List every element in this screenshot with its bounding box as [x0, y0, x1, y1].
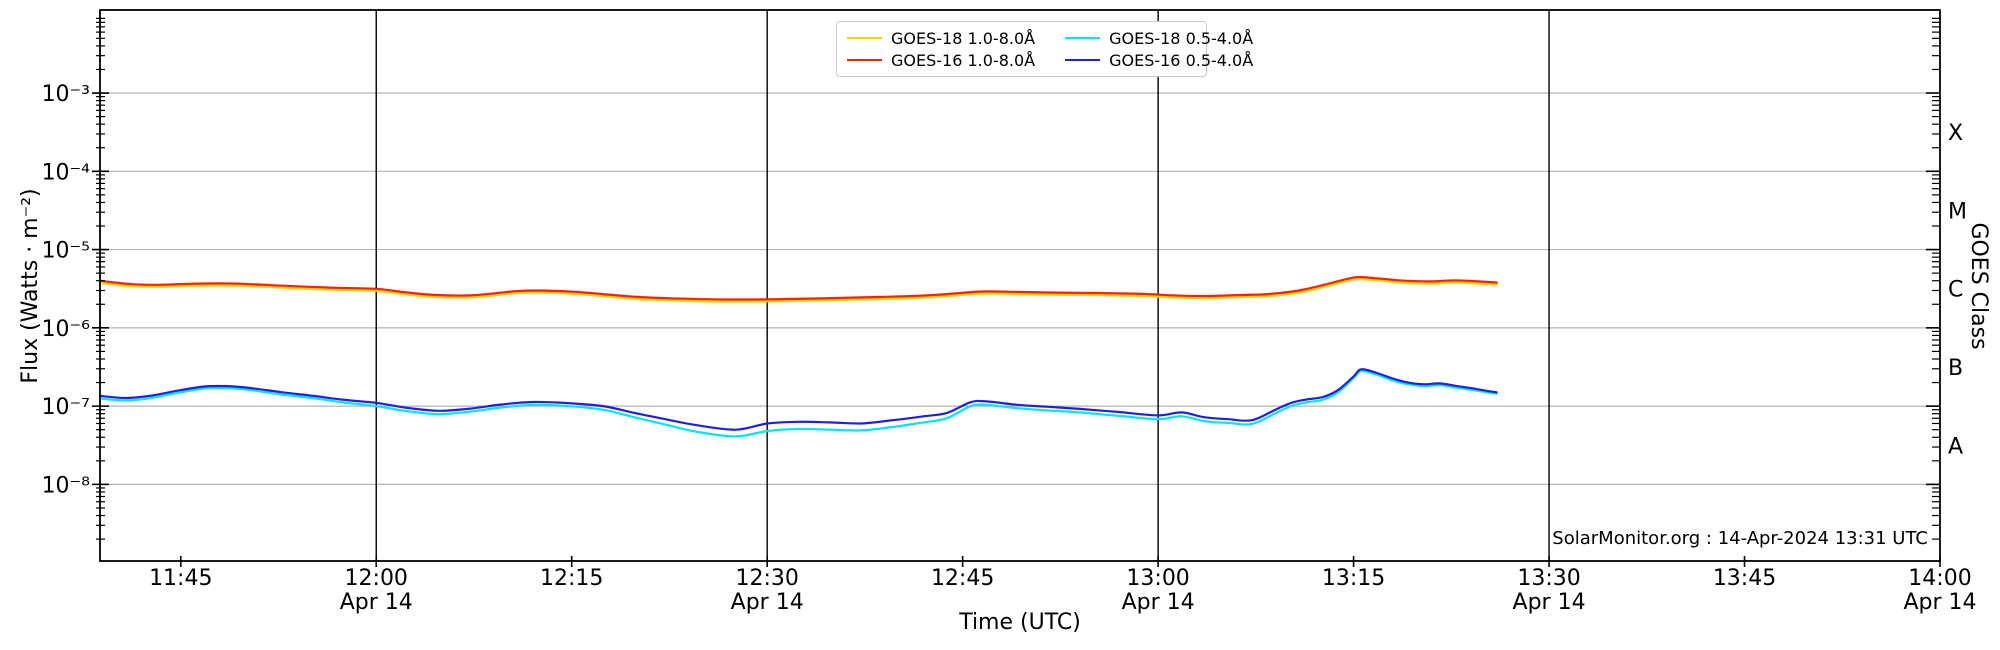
x-tick-label: 13:30	[1517, 566, 1580, 591]
x-tick-label: 13:15	[1322, 566, 1385, 591]
x-tick-sublabel: Apr 14	[1513, 590, 1586, 615]
x-tick-label: 13:00	[1126, 566, 1189, 591]
goes-class-letter: B	[1948, 356, 1963, 381]
x-tick-label: 12:45	[931, 566, 994, 591]
goes-class-letter: C	[1948, 278, 1963, 303]
legend-item: GOES-18 0.5-4.0Å	[1065, 28, 1253, 48]
y-tick-label: 10⁻³	[42, 82, 90, 107]
legend-item: GOES-16 0.5-4.0Å	[1065, 50, 1253, 70]
source-annotation: SolarMonitor.org : 14-Apr-2024 13:31 UTC	[1552, 528, 1928, 549]
plot-border	[99, 9, 1941, 562]
y-tick-label: 10⁻⁴	[42, 160, 91, 185]
x-tick-sublabel: Apr 14	[1903, 590, 1976, 615]
x-tick-sublabel: Apr 14	[340, 590, 413, 615]
legend-line-sample-goes16-short	[1065, 59, 1101, 61]
y-tick-label: 10⁻⁶	[42, 317, 91, 342]
legend-line-sample-goes18-long	[847, 37, 882, 39]
legend-label: GOES-16 1.0-8.0Å	[891, 50, 1036, 70]
series-line-goes-16-0-5-4-0-	[99, 368, 1498, 431]
goes-class-letter: M	[1948, 199, 1967, 224]
legend-line-sample-goes18-short	[1065, 37, 1101, 39]
series-line-goes-16-1-0-8-0-	[99, 275, 1498, 301]
legend-item: GOES-18 1.0-8.0Å	[847, 28, 1035, 48]
x-tick-label: 14:00	[1908, 566, 1971, 591]
x-tick-label: 12:00	[345, 566, 408, 591]
x-tick-sublabel: Apr 14	[731, 590, 804, 615]
y-tick-label: 10⁻⁵	[42, 239, 90, 264]
legend-label: GOES-16 0.5-4.0Å	[1109, 50, 1254, 70]
x-tick-label: 13:45	[1713, 566, 1776, 591]
legend-label: GOES-18 0.5-4.0Å	[1109, 28, 1254, 48]
right-axis-label: GOES Class	[1966, 222, 1991, 350]
y-axis-label: Flux (Watts · m⁻²)	[18, 188, 43, 384]
y-tick-label: 10⁻⁸	[42, 473, 91, 498]
goes-class-letter: A	[1948, 434, 1963, 459]
x-tick-label: 12:15	[540, 566, 603, 591]
legend-item: GOES-16 1.0-8.0Å	[847, 50, 1035, 70]
x-tick-label: 12:30	[735, 566, 798, 591]
series-line-goes-18-1-0-8-0-	[98, 277, 1499, 303]
x-axis-label: Time (UTC)	[959, 610, 1081, 635]
series-line-goes-18-0-5-4-0-	[99, 369, 1498, 438]
x-tick-sublabel: Apr 14	[1122, 590, 1195, 615]
x-tick-label: 11:45	[149, 566, 212, 591]
y-tick-label: 10⁻⁷	[42, 395, 90, 420]
legend-label: GOES-18 1.0-8.0Å	[891, 28, 1036, 48]
legend: GOES-18 1.0-8.0Å GOES-16 1.0-8.0Å GOES-1…	[836, 21, 1253, 77]
goes-class-letter: X	[1948, 121, 1963, 146]
legend-line-sample-goes16-long	[847, 59, 882, 61]
